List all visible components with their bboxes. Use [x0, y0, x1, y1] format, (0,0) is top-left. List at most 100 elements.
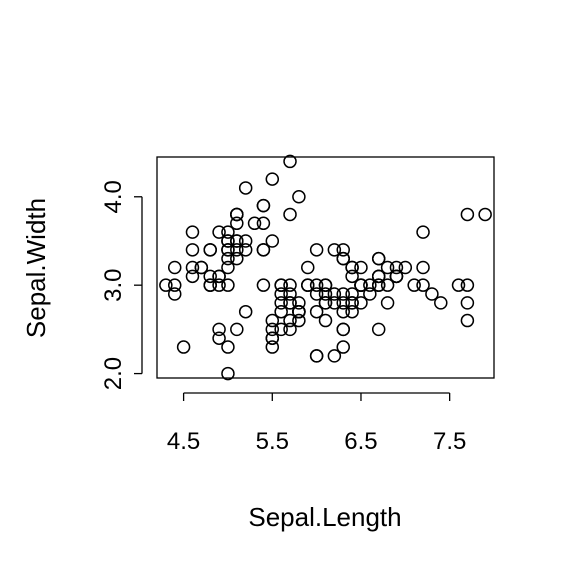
x-axis-title: Sepal.Length [248, 502, 401, 532]
data-point [327, 296, 342, 310]
data-point [380, 260, 395, 275]
data-point [292, 296, 306, 310]
data-point [345, 287, 359, 301]
data-point [256, 198, 271, 213]
data-point [336, 296, 350, 310]
data-point [371, 251, 386, 266]
data-point [380, 296, 395, 310]
data-point [336, 340, 350, 354]
data-point [265, 172, 280, 186]
data-point [336, 251, 350, 266]
data-point [309, 278, 324, 292]
data-point [221, 278, 235, 292]
data-point [283, 313, 297, 328]
data-point [336, 322, 350, 337]
data-point [309, 243, 324, 257]
data-point [327, 349, 342, 363]
data-point [185, 269, 200, 284]
data-point [451, 278, 466, 292]
data-point [318, 296, 333, 310]
data-point [407, 278, 421, 292]
data-point [212, 269, 226, 284]
data-point [336, 304, 350, 319]
data-point [301, 260, 315, 275]
data-point [354, 278, 368, 292]
data-point [371, 278, 386, 292]
y-tick-label: 2.0 [100, 357, 127, 390]
data-point [274, 278, 288, 292]
data-point [292, 304, 306, 319]
data-point [212, 278, 226, 292]
data-point [460, 278, 475, 292]
data-point [238, 304, 253, 319]
y-axis-ticks: 2.0 3.0 4.0 [100, 180, 142, 390]
data-point [371, 269, 386, 284]
data-point [167, 260, 182, 275]
x-tick-label: 6.5 [344, 428, 377, 455]
data-point [309, 287, 324, 301]
data-point [380, 278, 395, 292]
data-point [283, 296, 297, 310]
data-point [460, 296, 475, 310]
data-point [327, 243, 342, 257]
data-point [460, 207, 475, 222]
data-point [194, 260, 209, 275]
data-point [221, 234, 235, 248]
data-point [230, 216, 244, 231]
data-point [221, 366, 235, 381]
data-point [230, 243, 244, 257]
data-point [203, 278, 217, 292]
points-layer [159, 154, 492, 381]
x-tick-label: 5.5 [256, 428, 289, 455]
data-point [371, 322, 386, 337]
data-point [256, 278, 271, 292]
data-point [230, 251, 244, 266]
data-point [221, 340, 235, 354]
data-point [398, 260, 413, 275]
data-point [292, 190, 306, 204]
data-point [185, 260, 200, 275]
data-point [247, 216, 262, 231]
data-point [345, 304, 359, 319]
x-tick-label: 7.5 [433, 428, 466, 455]
data-point [274, 296, 288, 310]
data-point [318, 313, 333, 328]
data-point [283, 154, 297, 169]
data-point [212, 225, 226, 239]
data-point [238, 181, 253, 195]
data-point [389, 260, 404, 275]
data-point [345, 269, 359, 284]
data-point [416, 260, 430, 275]
data-point [336, 243, 350, 257]
data-point [265, 234, 280, 248]
y-tick-label: 4.0 [100, 180, 127, 213]
data-point [283, 278, 297, 292]
data-point [363, 287, 377, 301]
data-point [203, 269, 217, 284]
data-point [354, 260, 368, 275]
data-point [301, 278, 315, 292]
data-point [265, 322, 280, 337]
y-tick-label: 3.0 [100, 268, 127, 301]
plot-frame [156, 156, 495, 379]
data-point [318, 287, 333, 301]
data-point [336, 287, 350, 301]
data-point [274, 322, 288, 337]
data-point [283, 207, 297, 222]
data-point [221, 251, 235, 266]
data-point [159, 278, 173, 292]
data-point [265, 313, 280, 328]
data-point [238, 234, 253, 248]
data-point [318, 278, 333, 292]
data-point [230, 207, 244, 222]
data-point [185, 243, 200, 257]
x-tick-label: 4.5 [167, 428, 200, 455]
data-point [309, 349, 324, 363]
y-axis-title: Sepal.Width [21, 198, 51, 338]
data-point [176, 340, 191, 354]
data-point [274, 287, 288, 301]
data-point [274, 304, 288, 319]
data-point [416, 278, 430, 292]
data-point [283, 322, 297, 337]
